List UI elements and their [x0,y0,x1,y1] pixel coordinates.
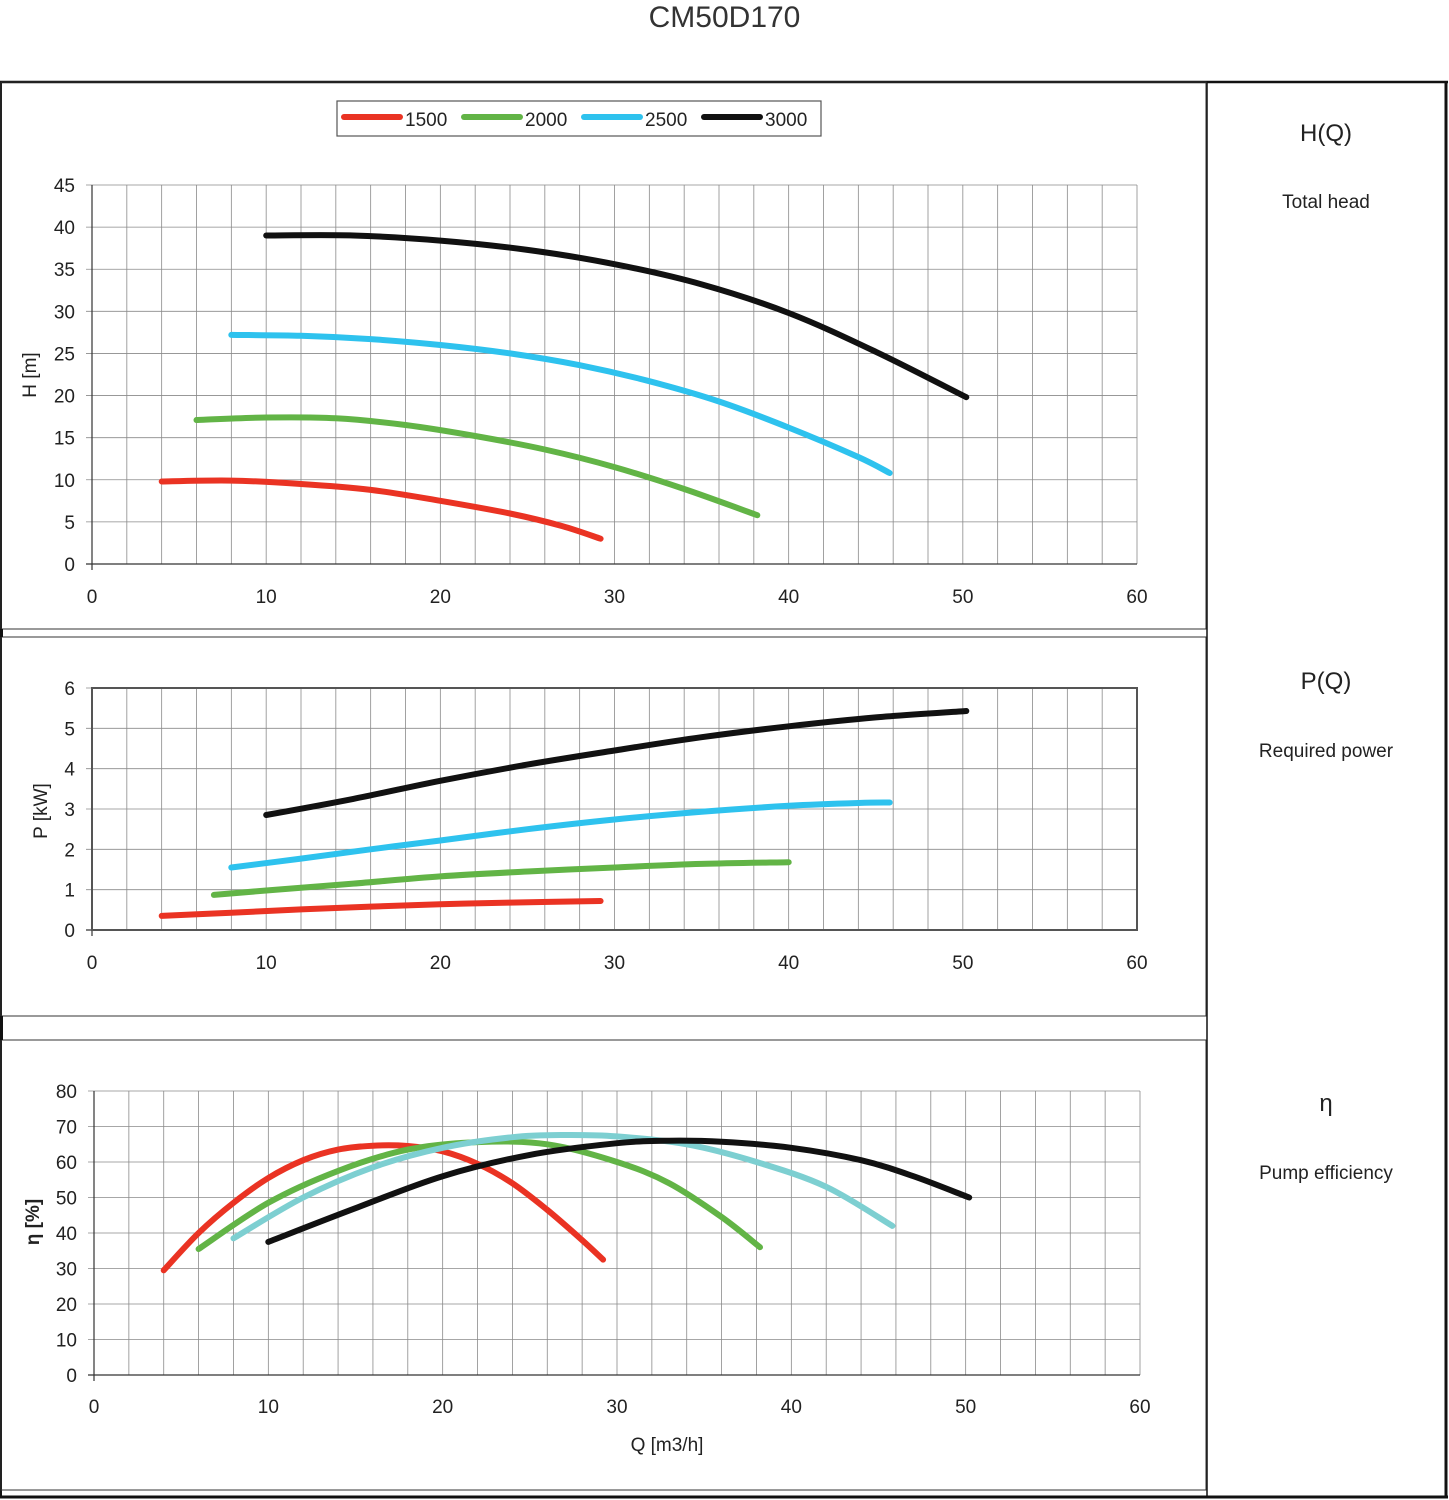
series-line-3000 [263,708,970,818]
x-tick-label: 0 [89,1397,100,1418]
x-tick-label: 60 [1129,1397,1150,1418]
legend-label-1500: 1500 [405,110,447,131]
legend-label-3000: 3000 [765,110,807,131]
x-tick-label: 50 [952,953,973,974]
y-tick-label: 2 [64,840,75,861]
x-tick-label: 40 [778,953,799,974]
x-tick-label: 30 [604,953,625,974]
y-tick-label: 10 [54,471,75,492]
x-tick-label: 40 [781,1397,802,1418]
y-tick-label: 20 [56,1295,77,1316]
y-axis-label: η [%] [23,1199,44,1245]
series-line-1500 [158,477,604,542]
x-tick-label: 20 [430,953,451,974]
y-tick-label: 5 [64,513,75,534]
series-line-2000 [193,414,761,519]
y-tick-label: 15 [54,429,75,450]
y-tick-label: 35 [54,260,75,281]
series-line-3000 [263,232,970,401]
series-line-1500 [158,898,604,919]
series-line-2500 [228,331,893,476]
panel-subtitle-power: Required power [1258,741,1394,762]
y-tick-label: 50 [56,1189,77,1210]
legend: 1500 2000 2500 3000 [336,100,822,137]
series-line-2000 [210,859,792,898]
panel-subtitle-efficiency: Pump efficiency [1259,1163,1393,1184]
head-chart: 0 10 20 30 40 50 60 0 5 10 15 20 25 30 35 40 45 H [m] [20,176,1148,608]
y-tick-label: 0 [64,555,75,576]
panel-title-power: P(Q) [1300,668,1352,695]
x-tick-label: 10 [258,1397,279,1418]
x-tick-label: 50 [952,587,973,608]
y-tick-label: 20 [54,387,75,408]
efficiency-chart: 0 10 20 30 40 50 60 0 10 20 30 40 50 60 70 80 η [%] Q [m3… [23,1082,1151,1456]
plot-area-border [91,687,1138,931]
chart-main-title: CM50D170 [648,1,801,34]
x-tick-label: 0 [87,953,98,974]
y-tick-label: 40 [54,218,75,239]
y-axis-label: P [kW] [31,783,52,839]
y-tick-label: 25 [54,344,75,365]
y-tick-label: 10 [56,1331,77,1352]
x-tick-label: 30 [606,1397,627,1418]
x-tick-label: 50 [955,1397,976,1418]
x-tick-label: 60 [1126,953,1147,974]
x-tick-label: 10 [256,953,277,974]
y-tick-label: 30 [56,1260,77,1281]
series-line-2500 [228,799,893,871]
y-tick-label: 40 [56,1224,77,1245]
x-tick-label: 10 [256,587,277,608]
x-tick-label: 20 [432,1397,453,1418]
x-axis-label: Q [m3/h] [631,1435,704,1456]
series-line-1500 [160,1142,607,1274]
y-tick-label: 1 [64,881,75,902]
panel-subtitle-head: Total head [1282,192,1370,213]
y-tick-label: 0 [64,921,75,942]
y-tick-label: 80 [56,1082,77,1103]
y-tick-label: 3 [64,800,75,821]
y-tick-label: 5 [64,719,75,740]
x-tick-label: 0 [87,587,98,608]
power-chart: 0 10 20 30 40 50 60 0 1 2 3 4 5 6 P [kW] [31,679,1148,974]
x-tick-label: 30 [604,587,625,608]
panel-title-efficiency: η [1319,1090,1333,1117]
y-tick-label: 0 [66,1366,77,1387]
y-tick-label: 30 [54,302,75,323]
panel-title-head: H(Q) [1300,120,1352,147]
x-tick-label: 20 [430,587,451,608]
y-tick-label: 70 [56,1118,77,1139]
y-tick-label: 4 [64,760,75,781]
legend-label-2500: 2500 [645,110,687,131]
legend-label-2000: 2000 [525,110,567,131]
y-tick-label: 60 [56,1153,77,1174]
x-tick-label: 60 [1126,587,1147,608]
y-tick-label: 6 [64,679,75,700]
series-line-3000 [265,1137,973,1245]
series-line-2500 [230,1131,896,1242]
x-tick-label: 40 [778,587,799,608]
y-tick-label: 45 [54,176,75,197]
y-axis-label: H [m] [20,352,41,397]
